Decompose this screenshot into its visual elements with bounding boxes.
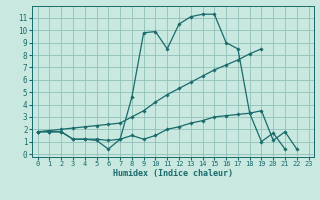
X-axis label: Humidex (Indice chaleur): Humidex (Indice chaleur) xyxy=(113,169,233,178)
